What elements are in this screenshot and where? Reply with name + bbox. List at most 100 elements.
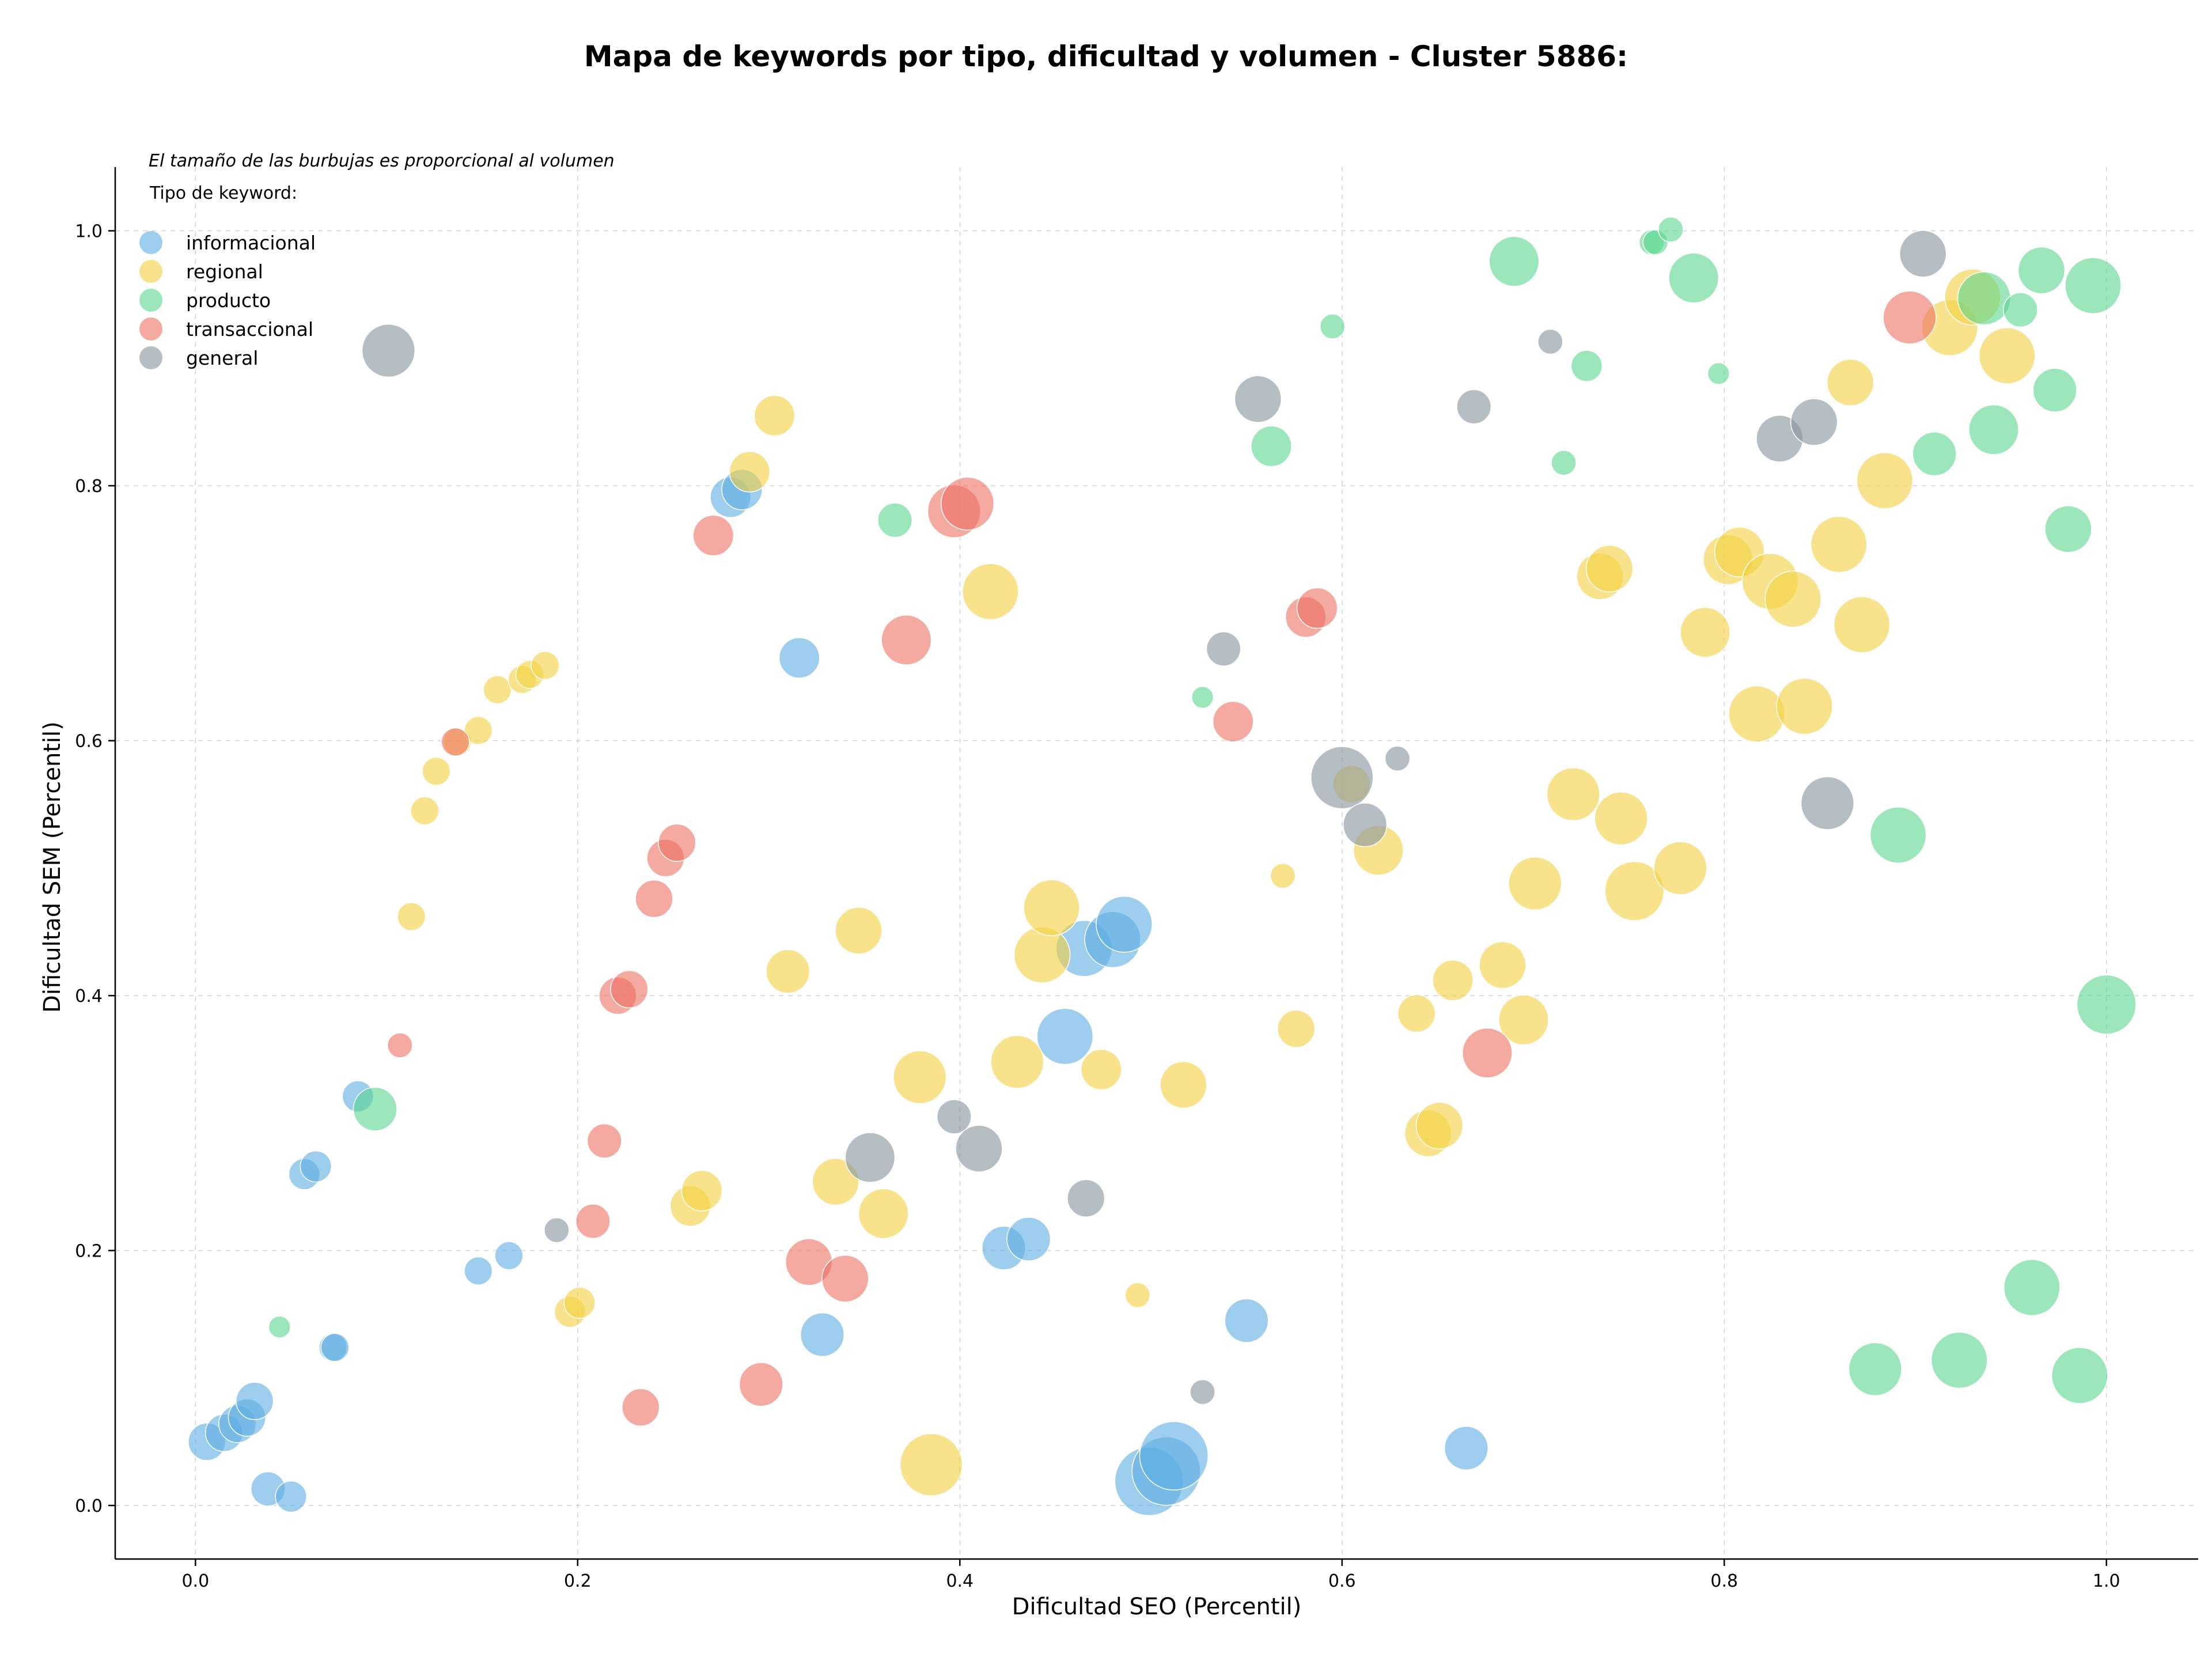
bubble-producto [1488, 236, 1540, 287]
bubble-transaccional [586, 1123, 622, 1159]
bubble-producto [1912, 432, 1957, 476]
legend-marker-transaccional [139, 317, 162, 340]
bubble-general [1537, 328, 1563, 355]
legend-label-general: general [186, 347, 258, 369]
bubble-producto [1968, 404, 2019, 455]
legend-label-transaccional: transaccional [186, 318, 313, 340]
bubble-general [1790, 398, 1838, 446]
legend-marker-informacional [139, 231, 162, 254]
x-tick-label: 0.6 [1328, 1571, 1356, 1591]
bubble-regional [1833, 596, 1891, 653]
bubble-regional [1764, 570, 1822, 628]
bubble-regional [899, 1433, 963, 1497]
axes [114, 167, 2198, 1560]
bubble-size-note: El tamaño de las burbujas es proporciona… [149, 151, 615, 171]
y-tick-label: 0.2 [75, 1242, 103, 1262]
bubble-producto [1957, 271, 2012, 326]
bubble-transaccional [441, 727, 470, 756]
bubble-general [1206, 631, 1241, 667]
legend: informacional regional producto transaccion… [139, 231, 316, 369]
bubble-regional [1498, 994, 1549, 1046]
bubble-regional [962, 563, 1019, 620]
bubble-transaccional [635, 879, 673, 918]
bubble-informacional [1224, 1298, 1269, 1343]
bubble-transaccional [658, 823, 696, 862]
bubble-regional [766, 949, 810, 994]
bubble-regional [835, 907, 882, 955]
bubble-regional [1810, 516, 1868, 573]
y-tick-label: 0.4 [75, 986, 103, 1007]
bubble-transaccional [881, 614, 932, 665]
bubble-producto [2032, 368, 2077, 413]
bubble-general [1067, 1179, 1105, 1218]
bubble-regional [812, 1157, 859, 1206]
bubble-regional [1508, 856, 1562, 911]
bubble-transaccional [610, 970, 649, 1009]
bubble-regional [422, 756, 451, 786]
bubble-regional [1604, 861, 1665, 921]
x-tick-label: 0.8 [1710, 1571, 1738, 1591]
bubble-producto [2051, 1347, 2108, 1404]
bubble-general [1899, 230, 1947, 278]
legend-label-informacional: informacional [186, 232, 316, 254]
bubble-producto [268, 1315, 291, 1338]
bubble-regional [1978, 327, 2036, 384]
x-tick-label: 0.2 [564, 1571, 592, 1591]
y-tick-label: 0.0 [75, 1496, 103, 1516]
bubble-producto [2017, 246, 2066, 294]
bubble-regional [464, 716, 493, 745]
bubble-regional [1776, 678, 1833, 735]
bubble-informacional [464, 1256, 493, 1286]
bubble-regional [1415, 1102, 1464, 1150]
bubble-regional [1653, 841, 1707, 895]
bubble-regional [1397, 994, 1436, 1033]
legend-marker-general [139, 346, 162, 369]
bubble-producto [2076, 974, 2137, 1035]
bubble-producto [2003, 292, 2038, 328]
bubble-informacional [1006, 1217, 1051, 1262]
bubble-informacional [1444, 1425, 1488, 1471]
bubble-transaccional [821, 1255, 869, 1303]
bubble-regional [1479, 941, 1527, 989]
bubble-informacional [494, 1241, 524, 1270]
bubble-regional [1680, 607, 1731, 658]
y-tick-label: 1.0 [75, 222, 103, 242]
bubble-general [1190, 1379, 1215, 1405]
bubble-producto [1191, 686, 1214, 709]
bubble-producto [1251, 425, 1292, 467]
bubble-regional [990, 1035, 1044, 1089]
bubble-transaccional [692, 514, 734, 557]
y-tick-label: 0.6 [75, 732, 103, 752]
bubble-general [1343, 803, 1388, 847]
bubble-transaccional [940, 476, 995, 531]
bubble-regional [1023, 879, 1080, 936]
x-tick-label: 1.0 [2093, 1571, 2120, 1591]
bubble-regional [397, 902, 426, 931]
bubble-regional [1546, 767, 1600, 822]
bubble-regional [1585, 544, 1634, 593]
bubble-regional [753, 395, 796, 437]
bubble-regional [1160, 1061, 1207, 1109]
bubble-transaccional [387, 1032, 413, 1058]
bubble-producto [1707, 362, 1730, 385]
bubble-transaccional [1461, 1027, 1513, 1079]
bubble-informacional [1036, 1008, 1094, 1065]
bubble-general [955, 1125, 1003, 1172]
x-tick-label: 0.4 [946, 1571, 974, 1591]
bubble-informacional [320, 1333, 350, 1362]
bubble-regional [1594, 791, 1648, 846]
bubble-general [361, 323, 416, 378]
bubble-general [1384, 746, 1411, 771]
bubble-regional [1277, 1009, 1316, 1048]
bubble-transaccional [1883, 290, 1937, 345]
bubble-regional [1270, 862, 1296, 889]
legend-label-producto: producto [186, 289, 271, 312]
bubble-general [543, 1217, 570, 1243]
bubble-regional [892, 1050, 947, 1104]
bubble-regional [1856, 452, 1914, 509]
bubble-regional [1432, 959, 1474, 1001]
bubble-regional [858, 1188, 909, 1239]
bubble-producto [2044, 505, 2092, 553]
bubble-producto [1930, 1331, 1988, 1389]
